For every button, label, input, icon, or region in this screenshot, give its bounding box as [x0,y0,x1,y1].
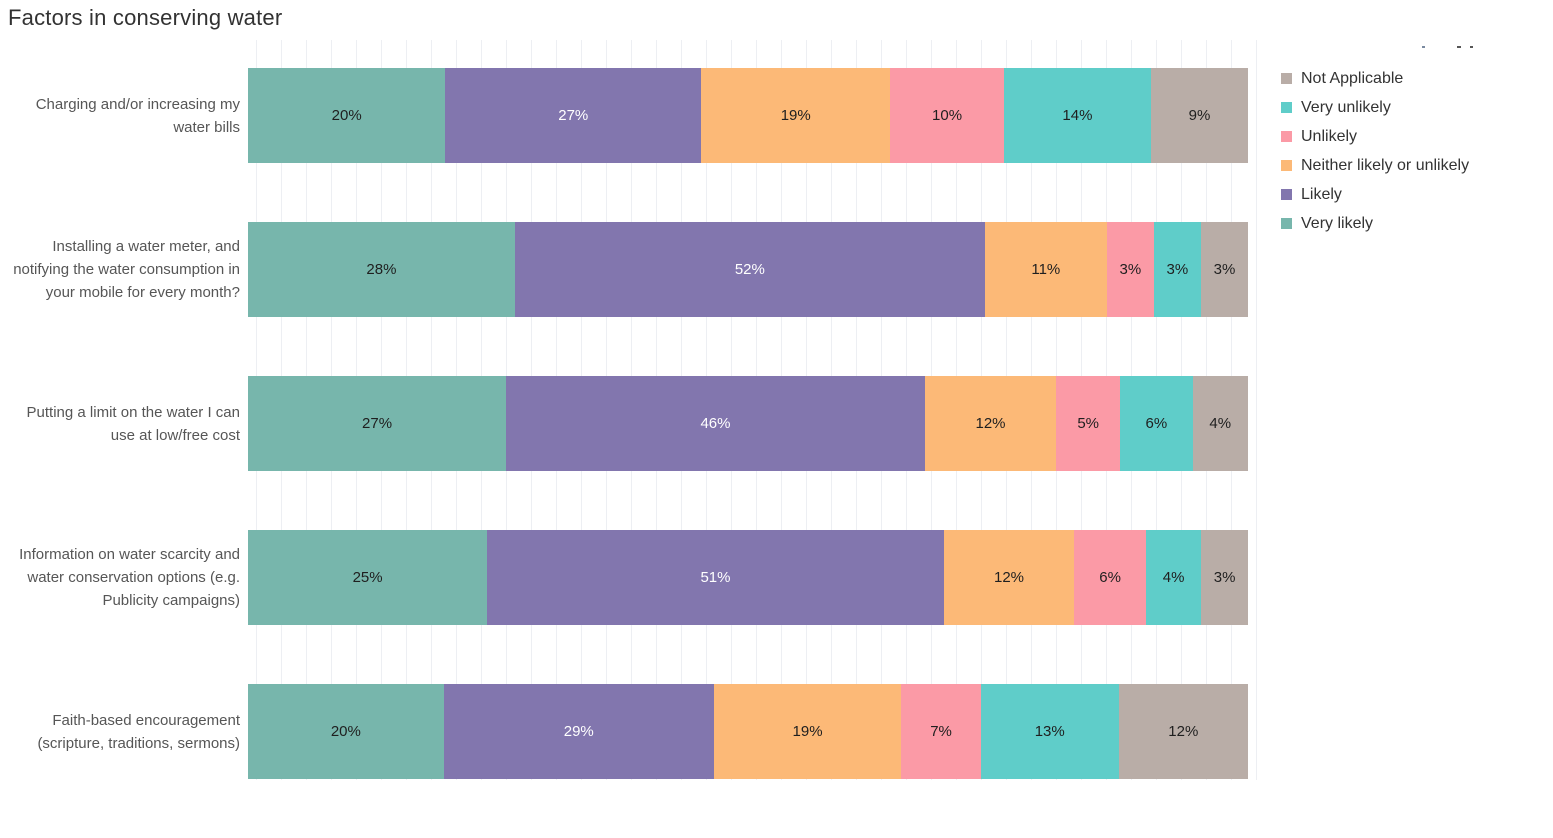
chart-row: Charging and/or increasing my water bill… [0,68,1256,163]
category-label-putting-a-limit-on-the-water-i: Putting a limit on the water I can use a… [26,403,240,444]
segment-value-label: 4% [1209,415,1232,432]
segment-value-label: 11% [1031,261,1061,278]
bar-segment-very-likely[interactable]: 25% [248,530,488,625]
chart-title: Factors in conserving water [8,5,283,30]
legend-item-label: Neither likely or unlikely [1301,156,1470,174]
segment-value-label: 46% [700,415,731,432]
bar-segment-very-likely[interactable]: 27% [248,376,507,471]
bar-segment-very-unlikely[interactable]: 6% [1120,376,1193,471]
segment-value-label: 27% [362,415,393,432]
segment-value-label: 19% [792,723,823,740]
bar-segment-not-applicable[interactable]: 9% [1151,68,1248,163]
stacked-bar: 27% 46% 12% 5% 6% 4% [248,376,1248,471]
bar-segment-unlikely[interactable]: 6% [1074,530,1147,625]
stacked-bar: 25% 51% 12% 6% 4% 3% [248,530,1248,625]
bar-segment-likely[interactable]: 46% [506,376,925,471]
bar-segment-very-likely[interactable]: 20% [248,68,446,163]
legend-item-not-applicable[interactable]: Not Applicable [1281,64,1469,93]
chart-row: Information on water scarcity and water … [0,530,1256,625]
segment-value-label: 4% [1162,569,1185,586]
legend-swatch-icon [1281,189,1292,200]
bar-segment-very-likely[interactable]: 28% [248,222,515,317]
legend-item-neither-likely-or-unlikely[interactable]: Neither likely or unlikely [1281,151,1469,180]
segment-value-label: 3% [1213,569,1236,586]
segment-value-label: 10% [932,107,963,124]
segment-value-label: 3% [1119,261,1142,278]
category-label-installing-a-water-meter-and-n: Installing a water meter, and notifying … [13,238,240,301]
legend-item-label: Unlikely [1301,127,1358,145]
bar-segment-very-unlikely[interactable]: 3% [1153,222,1201,317]
segment-value-label: 19% [780,107,811,124]
segment-value-label: 12% [975,415,1006,432]
category-label-charging-and-or-increasing-my-: Charging and/or increasing my water bill… [35,95,240,136]
legend-cropped-text [1422,46,1482,49]
legend-item-label: Very unlikely [1301,98,1391,116]
legend-item-very-likely[interactable]: Very likely [1281,209,1469,238]
segment-value-label: 3% [1213,261,1236,278]
bar-segment-neither-likely-or-unlikely[interactable]: 19% [701,68,891,163]
legend-item-very-unlikely[interactable]: Very unlikely [1281,93,1469,122]
segment-value-label: 9% [1188,107,1211,124]
bar-segment-very-likely[interactable]: 20% [248,684,444,779]
legend: Not Applicable Very unlikely Unlikely Neith… [1281,64,1469,238]
chart-rows: Charging and/or increasing my water bill… [0,68,1256,838]
segment-value-label: 7% [930,723,952,740]
bar-segment-very-unlikely[interactable]: 4% [1146,530,1202,625]
bar-segment-not-applicable[interactable]: 3% [1200,222,1248,317]
segment-value-label: 12% [993,569,1025,586]
bar-segment-not-applicable[interactable]: 12% [1118,684,1248,779]
stacked-bar: 20% 29% 19% 7% 13% 12% [248,684,1248,779]
segment-value-label: 13% [1034,723,1065,740]
segment-value-label: 6% [1145,415,1168,432]
bar-segment-neither-likely-or-unlikely[interactable]: 12% [943,530,1075,625]
category-label-information-on-water-scarcity-: Information on water scarcity and water … [19,546,240,609]
segment-value-label: 20% [331,107,362,124]
bar-segment-likely[interactable]: 52% [514,222,985,317]
bar-segment-unlikely[interactable]: 10% [890,68,1004,163]
segment-value-label: 5% [1077,415,1100,432]
chart-row: Faith-based encouragement (scripture, tr… [0,684,1256,779]
segment-value-label: 3% [1166,261,1189,278]
bar-segment-unlikely[interactable]: 7% [901,684,981,779]
legend-swatch-icon [1281,160,1292,171]
bar-segment-very-unlikely[interactable]: 13% [980,684,1119,779]
bar-segment-likely[interactable]: 51% [487,530,944,625]
segment-value-label: 51% [700,569,731,586]
bar-segment-neither-likely-or-unlikely[interactable]: 11% [984,222,1107,317]
bar-segment-likely[interactable]: 27% [445,68,702,163]
segment-value-label: 6% [1099,569,1121,586]
stacked-bar: 20% 27% 19% 10% 14% 9% [248,68,1248,163]
segment-value-label: 25% [352,569,383,586]
bar-segment-not-applicable[interactable]: 3% [1201,530,1248,625]
legend-swatch-icon [1281,102,1292,113]
segment-value-label: 20% [330,723,361,740]
bar-segment-not-applicable[interactable]: 4% [1192,376,1248,471]
segment-value-label: 52% [734,261,765,278]
legend-swatch-icon [1281,73,1292,84]
legend-swatch-icon [1281,218,1292,229]
chart-row: Installing a water meter, and notifying … [0,222,1256,317]
bar-segment-unlikely[interactable]: 3% [1106,222,1154,317]
bar-segment-neither-likely-or-unlikely[interactable]: 19% [713,684,902,779]
bar-segment-very-unlikely[interactable]: 14% [1003,68,1152,163]
bar-segment-unlikely[interactable]: 5% [1056,376,1121,471]
segment-value-label: 12% [1168,723,1199,740]
segment-value-label: 28% [366,261,397,278]
legend-item-likely[interactable]: Likely [1281,180,1469,209]
bar-segment-neither-likely-or-unlikely[interactable]: 12% [924,376,1057,471]
segment-value-label: 29% [563,723,594,740]
category-label-faith-based-encouragement-scri: Faith-based encouragement (scripture, tr… [37,711,240,752]
legend-item-label: Not Applicable [1301,69,1404,87]
segment-value-label: 27% [558,107,589,124]
legend-swatch-icon [1281,131,1292,142]
segment-value-label: 14% [1062,107,1093,124]
legend-item-label: Likely [1301,185,1342,203]
chart-row: Putting a limit on the water I can use a… [0,376,1256,471]
legend-item-label: Very likely [1301,214,1374,232]
bar-segment-likely[interactable]: 29% [443,684,714,779]
stacked-bar: 28% 52% 11% 3% 3% 3% [248,222,1248,317]
legend-item-unlikely[interactable]: Unlikely [1281,122,1469,151]
